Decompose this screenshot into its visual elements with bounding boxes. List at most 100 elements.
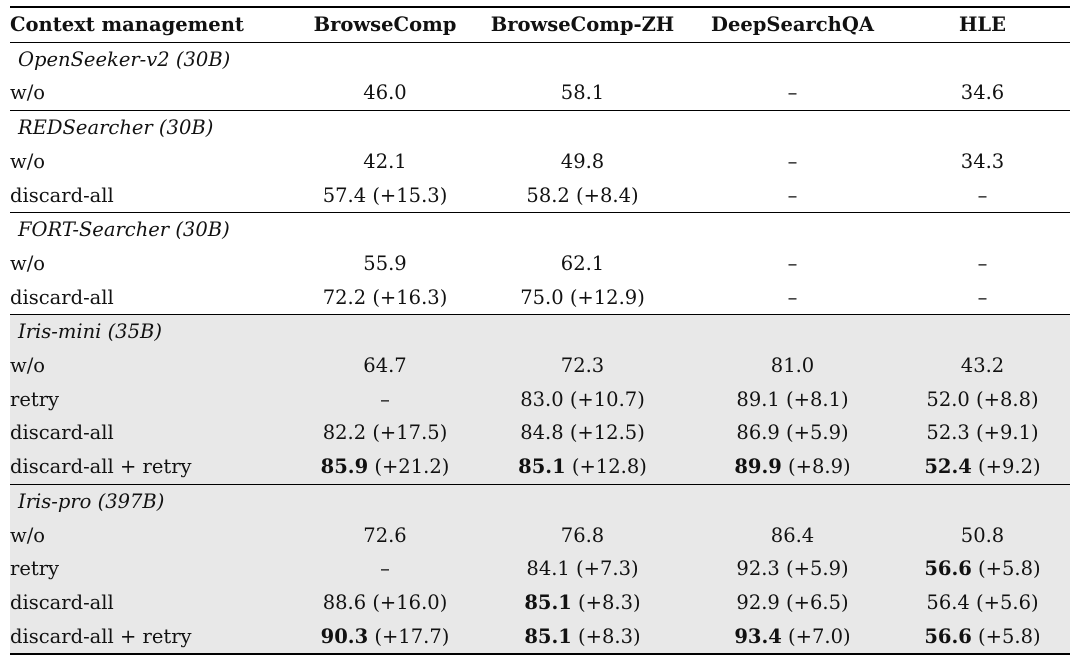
score-cell: – bbox=[690, 145, 895, 179]
score-value: 81.0 bbox=[770, 354, 815, 378]
row-label: w/o bbox=[10, 149, 46, 173]
header-hle: HLE bbox=[959, 13, 1006, 36]
row-label: w/o bbox=[10, 518, 295, 553]
best-score-value: 89.9 bbox=[734, 455, 782, 479]
score-delta: (+5.8) bbox=[971, 557, 1041, 581]
score-cell: 62.1 bbox=[475, 247, 690, 281]
score-value: 46.0 bbox=[363, 81, 407, 105]
score-cell: 34.3 bbox=[895, 145, 1070, 179]
score-cell: – bbox=[895, 247, 1070, 281]
score-value: – bbox=[787, 285, 798, 309]
best-score-value: 85.1 bbox=[524, 624, 572, 648]
table-row: discard-all + retry 85.9 (+21.2) 85.1 (+12… bbox=[10, 450, 1070, 485]
score-delta: (+8.4) bbox=[569, 183, 639, 207]
score-cell: 86.9 (+5.9) bbox=[690, 416, 895, 451]
score-cell: 52.3 (+9.1) bbox=[895, 416, 1070, 451]
score-delta: (+8.3) bbox=[571, 624, 641, 648]
score-delta: (+5.6) bbox=[969, 590, 1039, 614]
row-label: retry bbox=[10, 552, 295, 586]
row-label: discard-all bbox=[10, 285, 114, 309]
score-value: 72.6 bbox=[363, 523, 407, 547]
score-value: 72.3 bbox=[560, 354, 605, 378]
score-cell: 56.6 (+5.8) bbox=[895, 619, 1070, 655]
score-value: 49.8 bbox=[560, 149, 605, 173]
score-value: 82.2 bbox=[322, 421, 367, 445]
score-cell: – bbox=[895, 281, 1070, 315]
score-cell: 46.0 bbox=[295, 76, 475, 110]
score-cell: 89.1 (+8.1) bbox=[690, 382, 895, 417]
score-value: – bbox=[787, 149, 798, 173]
header-context-management: Context management bbox=[10, 13, 244, 36]
score-cell: 49.8 bbox=[475, 145, 690, 179]
score-cell: 93.4 (+7.0) bbox=[690, 619, 895, 655]
score-delta: (+12.8) bbox=[565, 455, 647, 479]
score-value: 84.8 bbox=[520, 421, 564, 445]
score-value: 55.9 bbox=[363, 251, 407, 275]
score-value: 72.2 bbox=[322, 285, 367, 309]
score-delta: (+21.2) bbox=[368, 455, 450, 479]
score-delta: (+8.1) bbox=[779, 387, 849, 411]
group-header-row: Iris-mini (35B) bbox=[10, 314, 1070, 350]
score-cell: 85.1 (+12.8) bbox=[475, 450, 690, 485]
table-row: w/o 55.9 62.1 – – bbox=[10, 247, 1070, 281]
group-model-name: Iris-pro (397B) bbox=[10, 484, 1070, 519]
score-cell: 64.7 bbox=[295, 349, 475, 383]
group-header-row: Iris-pro (397B) bbox=[10, 484, 1070, 519]
score-delta: (+5.9) bbox=[779, 421, 849, 445]
table-row: discard-all 72.2 (+16.3) 75.0 (+12.9) – – bbox=[10, 281, 1070, 315]
best-score-value: 85.9 bbox=[320, 455, 369, 479]
table-row: discard-all + retry 90.3 (+17.7) 85.1 (+8.… bbox=[10, 619, 1070, 655]
score-cell: 85.1 (+8.3) bbox=[475, 585, 690, 620]
score-cell: – bbox=[895, 179, 1070, 213]
best-score-value: 56.6 bbox=[924, 624, 972, 648]
score-value: 76.8 bbox=[560, 523, 605, 547]
score-value: 50.8 bbox=[960, 523, 1005, 547]
score-delta: (+7.0) bbox=[781, 624, 851, 648]
score-value: – bbox=[380, 387, 390, 411]
score-delta: (+8.3) bbox=[571, 590, 641, 614]
header-deepsearchqa: DeepSearchQA bbox=[711, 13, 874, 36]
group-header-row: OpenSeeker-v2 (30B) bbox=[10, 42, 1070, 76]
score-delta: (+8.8) bbox=[969, 387, 1039, 411]
score-cell: – bbox=[690, 76, 895, 110]
score-value: 89.1 bbox=[736, 387, 780, 411]
row-label: w/o bbox=[10, 251, 46, 275]
score-cell: – bbox=[295, 382, 475, 417]
score-value: 92.3 bbox=[736, 557, 780, 581]
table-row: w/o 72.6 76.8 86.4 50.8 bbox=[10, 518, 1070, 553]
score-delta: (+12.5) bbox=[563, 421, 645, 445]
table-row: discard-all 82.2 (+17.5) 84.8 (+12.5) 86.9 … bbox=[10, 416, 1070, 451]
score-cell: 72.2 (+16.3) bbox=[295, 281, 475, 315]
score-cell: 81.0 bbox=[690, 349, 895, 383]
table-body: OpenSeeker-v2 (30B) w/o 46.0 58.1 – 34.6 REDSe… bbox=[10, 42, 1070, 655]
best-score-value: 85.1 bbox=[524, 590, 572, 614]
score-cell: 57.4 (+15.3) bbox=[295, 179, 475, 213]
group-model-name: Iris-mini (35B) bbox=[10, 314, 1070, 350]
score-cell: 89.9 (+8.9) bbox=[690, 450, 895, 485]
score-cell: 76.8 bbox=[475, 518, 690, 553]
score-value: – bbox=[977, 285, 988, 309]
score-value: 52.0 bbox=[926, 387, 970, 411]
score-cell: 55.9 bbox=[295, 247, 475, 281]
score-delta: (+9.1) bbox=[969, 421, 1039, 445]
score-cell: 92.9 (+6.5) bbox=[690, 585, 895, 620]
header-browsecomp: BrowseComp bbox=[313, 13, 457, 36]
score-cell: 75.0 (+12.9) bbox=[475, 281, 690, 315]
score-delta: (+6.5) bbox=[779, 590, 849, 614]
score-value: 58.1 bbox=[560, 81, 605, 105]
row-label: discard-all bbox=[10, 416, 295, 451]
table-row: w/o 46.0 58.1 – 34.6 bbox=[10, 76, 1070, 110]
score-cell: 82.2 (+17.5) bbox=[295, 416, 475, 451]
score-cell: – bbox=[690, 247, 895, 281]
score-delta: (+16.0) bbox=[366, 590, 448, 614]
score-value: 92.9 bbox=[736, 590, 780, 614]
score-cell: – bbox=[295, 552, 475, 586]
score-value: 86.4 bbox=[770, 523, 815, 547]
score-value: 86.9 bbox=[736, 421, 780, 445]
score-cell: 52.4 (+9.2) bbox=[895, 450, 1070, 485]
score-cell: 34.6 bbox=[895, 76, 1070, 110]
best-score-value: 52.4 bbox=[924, 455, 972, 479]
score-cell: 85.9 (+21.2) bbox=[295, 450, 475, 485]
row-label: w/o bbox=[10, 349, 295, 383]
score-delta: (+8.9) bbox=[781, 455, 851, 479]
